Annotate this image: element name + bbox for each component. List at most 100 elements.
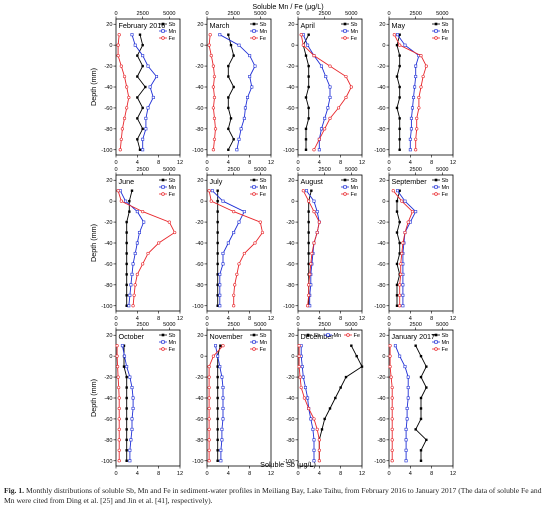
data-point-sb [144,85,147,89]
depth-tick-label: -100 [374,304,385,310]
data-point-sb [216,189,219,192]
bottom-tick-label: 0 [296,471,299,477]
bottom-tick-label: 8 [157,160,160,166]
data-point-sb [125,375,128,379]
data-point-mn [124,199,128,203]
depth-tick-label: -20 [286,220,294,226]
figure-caption: Fig. 1. Monthly distributions of soluble… [4,486,550,505]
depth-tick-label: -100 [374,148,385,154]
legend-marker [343,178,347,182]
data-point-sb [360,365,364,368]
data-point-sb [307,75,310,78]
data-point-fe [131,304,135,308]
series-line-fe [116,345,120,461]
data-point-fe [419,85,423,89]
data-point-mn [409,127,413,131]
data-point-sb [216,407,219,410]
data-point-sb [398,138,401,141]
series-line-mn [394,345,409,461]
top-tick-label: 5000 [345,322,357,328]
data-point-mn [404,459,408,463]
data-point-fe [317,220,321,224]
data-point-fe [207,448,211,452]
legend-marker [306,333,310,337]
data-point-sb [141,127,144,131]
data-point-fe [328,64,332,68]
data-point-sb [138,33,142,36]
top-tick-label: 2500 [227,167,239,173]
depth-tick-label: 20 [288,22,294,28]
data-point-sb [128,199,131,203]
depth-tick-label: -20 [377,375,385,381]
depth-tick-label: -60 [377,262,385,268]
data-point-fe [209,54,213,58]
depth-tick-label: -100 [192,148,203,154]
data-point-fe [399,272,403,276]
data-point-mn [130,427,134,431]
caption-label: Fig. 1. [4,486,25,495]
data-point-mn [221,417,225,421]
data-point-fe [117,448,121,452]
legend-marker [161,178,165,182]
legend-marker [252,22,256,26]
data-point-sb [141,43,144,47]
data-point-mn [141,137,145,141]
data-point-fe [133,283,137,287]
data-point-fe [207,385,211,390]
data-point-mn [135,241,139,245]
data-point-mn [218,293,222,297]
data-point-sb [216,386,219,389]
data-point-sb [419,375,423,379]
data-point-fe [317,438,321,442]
data-point-fe [315,230,319,235]
bottom-tick-label: 8 [430,160,433,166]
data-point-sb [136,96,139,99]
data-point-mn [216,354,220,358]
depth-tick-label: 20 [379,178,385,184]
data-point-sb [227,96,230,99]
data-point-fe [398,283,402,287]
data-point-mn [130,272,134,276]
data-point-mn [301,375,305,379]
series-line-sb [302,34,310,150]
top-tick-label: 2500 [409,167,421,173]
depth-tick-label: -100 [283,304,294,310]
data-point-mn [235,148,239,152]
data-point-fe [212,137,217,141]
depth-tick-label: -100 [192,304,203,310]
top-tick-label: 2500 [409,11,421,17]
legend-label: Sb [169,22,176,28]
data-point-sb [419,417,423,421]
legend-marker [434,340,438,344]
series-line-mn [131,34,158,150]
data-point-fe [125,106,129,110]
data-point-sb [138,148,142,151]
series-line-mn [219,34,256,150]
top-tick-label: 5000 [436,322,448,328]
data-point-fe [167,220,171,224]
series-line-mn [302,34,331,150]
series-line-sb [217,345,221,461]
data-point-fe [116,54,120,58]
legend-label: Mn [442,29,450,35]
top-tick-label: 5000 [345,11,357,17]
legend-marker [161,192,165,196]
legend-label: Mn [351,29,359,35]
data-point-sb [355,354,358,358]
data-point-sb [216,283,219,287]
data-point-mn [406,386,410,390]
data-point-fe [232,293,236,297]
top-tick-label: 5000 [163,11,175,17]
data-point-sb [216,210,219,213]
depth-tick-label: -80 [104,438,112,444]
caption-text: Monthly distributions of soluble Sb, Mn … [4,486,542,505]
depth-tick-label: 20 [197,333,203,339]
depth-tick-label: 0 [382,43,385,49]
legend-marker [161,22,165,26]
legend-marker [252,178,256,182]
data-point-fe [415,127,419,131]
depth-tick-label: -20 [195,375,203,381]
data-point-mn [406,396,410,400]
legend-label: Fe [351,192,358,198]
legend-label: Sb [169,178,176,184]
